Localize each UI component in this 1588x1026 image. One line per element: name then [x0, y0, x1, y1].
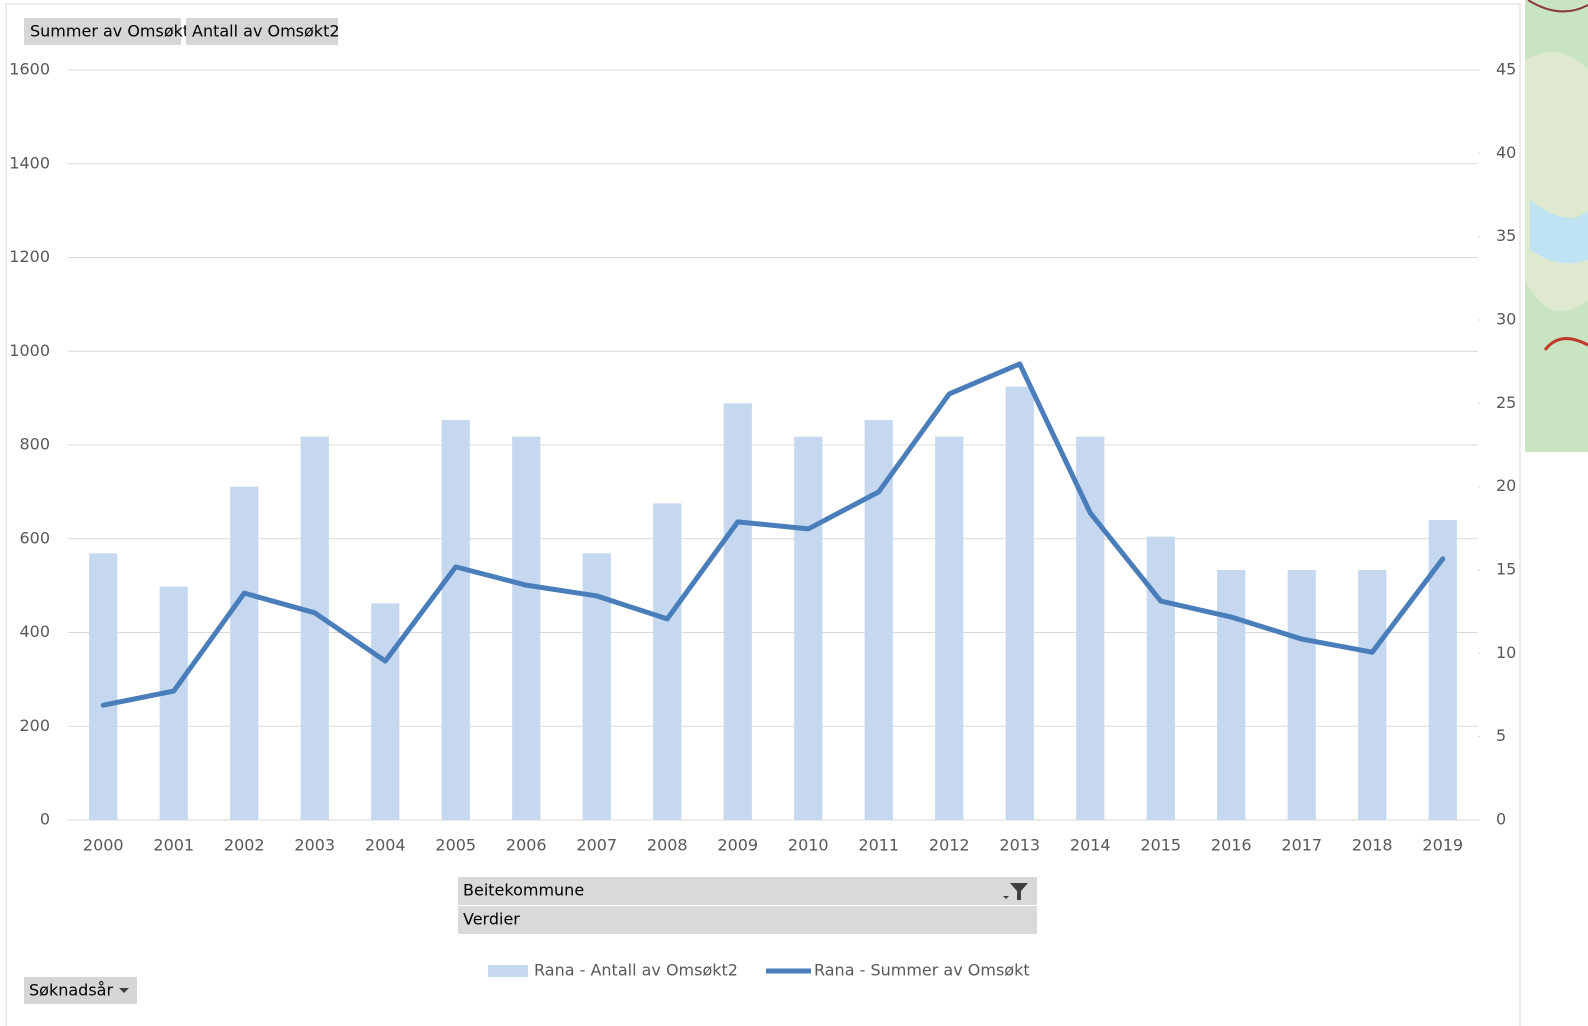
- y-tick-label: 400: [19, 622, 50, 641]
- y2-tick-label: 40: [1496, 143, 1516, 162]
- bar: [230, 486, 259, 820]
- x-tick-label: 2014: [1070, 836, 1111, 855]
- y2-tick-label: 5: [1496, 726, 1506, 745]
- y2-tick-label: 10: [1496, 643, 1516, 662]
- bar: [723, 403, 752, 820]
- y2-tick-label: 0: [1496, 810, 1506, 829]
- button-label: Beitekommune: [463, 881, 584, 900]
- x-tick-label: 2005: [435, 836, 476, 855]
- value-button[interactable]: Antall av Omsøkt2: [186, 18, 340, 45]
- x-tick-label: 2007: [576, 836, 617, 855]
- filter-button[interactable]: Beitekommune: [458, 877, 1037, 905]
- line: [100, 361, 1446, 708]
- x-tick-label: 2015: [1140, 836, 1181, 855]
- y2-tick-label: 30: [1496, 310, 1516, 329]
- bar: [794, 436, 823, 820]
- value-button[interactable]: Summer av Omsøkt: [24, 18, 189, 45]
- bar: [1217, 570, 1246, 820]
- y-tick-label: 0: [40, 810, 50, 829]
- y2-tick-label: 15: [1496, 560, 1516, 579]
- bar: [1428, 520, 1457, 820]
- bar: [371, 603, 400, 820]
- bar: [1146, 536, 1175, 820]
- x-tick-label: 2009: [717, 836, 758, 855]
- y2-tick-label: 45: [1496, 60, 1516, 79]
- x-tick-label: 2008: [647, 836, 688, 855]
- x-tick-label: 2017: [1281, 836, 1322, 855]
- legend-swatch: [488, 965, 528, 977]
- y-tick-label: 200: [19, 716, 50, 735]
- map-fragment: [1525, 0, 1588, 452]
- x-tick-label: 2010: [788, 836, 829, 855]
- x-tick-label: 2001: [153, 836, 194, 855]
- legend-label: Rana - Antall av Omsøkt2: [534, 961, 738, 980]
- y-tick-label: 1000: [9, 341, 50, 360]
- y2-tick-label: 35: [1496, 226, 1516, 245]
- x-tick-label: 2003: [294, 836, 335, 855]
- legend-label: Rana - Summer av Omsøkt: [814, 961, 1030, 980]
- y-tick-label: 1200: [9, 247, 50, 266]
- x-tick-label: 2019: [1422, 836, 1463, 855]
- x-tick-label: 2016: [1211, 836, 1252, 855]
- bar: [159, 586, 188, 820]
- x-tick-label: 2002: [224, 836, 265, 855]
- button-label: Søknadsår: [29, 981, 113, 1000]
- bar: [1358, 570, 1387, 820]
- bar: [935, 436, 964, 820]
- x-tick-label: 2006: [506, 836, 547, 855]
- y-tick-label: 800: [19, 435, 50, 454]
- x-tick-label: 2018: [1352, 836, 1393, 855]
- y-tick-label: 600: [19, 528, 50, 547]
- x-tick-label: 2011: [858, 836, 899, 855]
- bar: [1287, 570, 1316, 820]
- y-tick-label: 1600: [9, 60, 50, 79]
- x-tick-label: 2004: [365, 836, 406, 855]
- x-tick-label: 2000: [83, 836, 124, 855]
- button-label: Verdier: [463, 910, 520, 929]
- bar: [300, 436, 329, 820]
- bar: [1005, 386, 1034, 820]
- x-tick-label: 2012: [929, 836, 970, 855]
- x-tick-label: 2013: [999, 836, 1040, 855]
- y-tick-label: 1400: [9, 153, 50, 172]
- button-label: Summer av Omsøkt: [30, 22, 189, 41]
- bar: [1076, 436, 1105, 820]
- y2-tick-label: 25: [1496, 393, 1516, 412]
- bar: [864, 420, 893, 820]
- y2-tick-label: 20: [1496, 476, 1516, 495]
- bar: [512, 436, 541, 820]
- button-label: Antall av Omsøkt2: [192, 22, 340, 41]
- columns-button[interactable]: Verdier: [458, 906, 1037, 934]
- bar: [89, 553, 118, 820]
- bar: [653, 503, 682, 820]
- bar: [441, 420, 470, 820]
- axis-button[interactable]: Søknadsår: [24, 977, 137, 1004]
